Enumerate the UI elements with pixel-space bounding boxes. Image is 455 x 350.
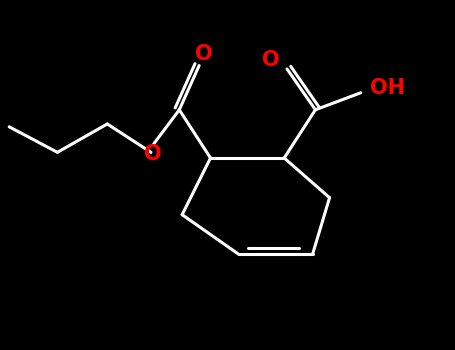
- Text: O: O: [144, 144, 162, 164]
- Text: O: O: [263, 50, 280, 70]
- Text: O: O: [195, 44, 212, 64]
- Text: OH: OH: [370, 78, 405, 98]
